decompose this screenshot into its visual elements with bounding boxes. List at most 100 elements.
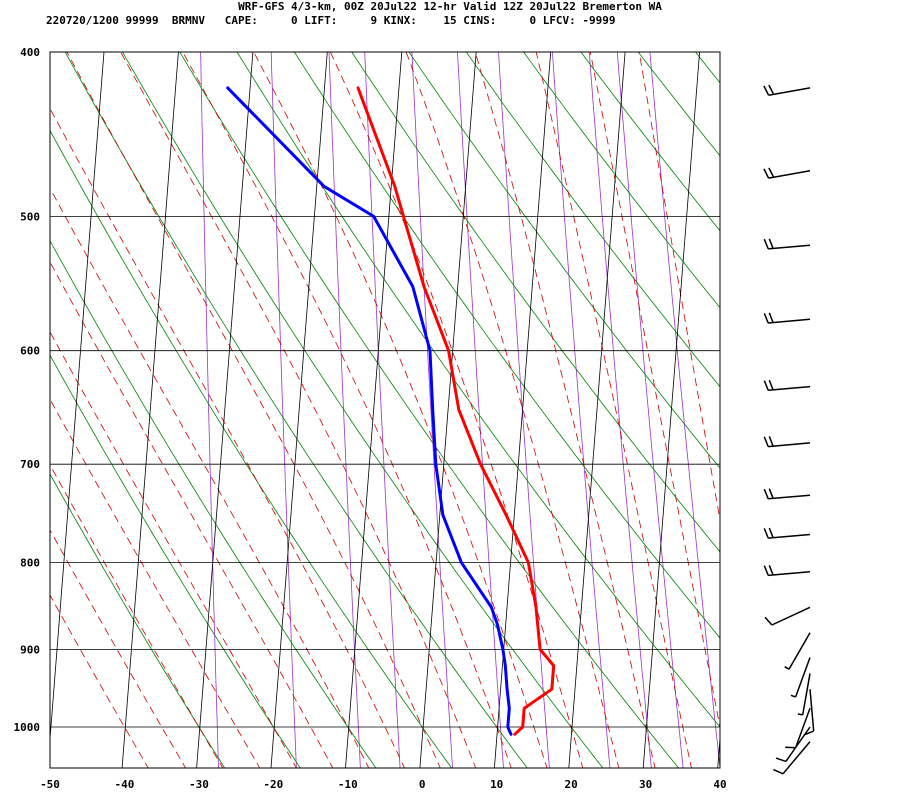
x-tick-label: 30 <box>639 778 652 791</box>
moist-adiabat <box>50 594 149 768</box>
isotherm <box>196 51 254 769</box>
mixing-ratio-line <box>411 52 453 768</box>
dry-adiabat <box>236 52 720 728</box>
dry-adiabat <box>523 52 720 309</box>
dry-adiabat <box>408 52 720 469</box>
wind-barb <box>763 379 811 392</box>
moist-adiabat <box>50 187 370 768</box>
moist-adiabat <box>253 52 548 768</box>
moist-adiabat <box>405 52 620 768</box>
wind-barb <box>763 167 811 179</box>
x-tick-label: 0 <box>419 778 426 791</box>
moist-adiabat <box>474 52 656 768</box>
temperature-profile-line <box>356 86 556 736</box>
plot-frame <box>49 51 721 769</box>
isotherm <box>419 51 477 769</box>
dry-adiabat <box>122 52 604 768</box>
wind-barb <box>790 657 811 698</box>
dry-adiabat <box>179 52 679 768</box>
moist-adiabat <box>50 261 334 768</box>
wind-barb <box>773 741 811 775</box>
moist-adiabat <box>50 107 405 768</box>
x-tick-label: -50 <box>40 778 60 791</box>
wind-barb <box>763 436 811 448</box>
x-tick-label: -20 <box>263 778 283 791</box>
x-tick-label: 40 <box>713 778 726 791</box>
wind-barbs <box>763 84 815 775</box>
wind-barb <box>775 726 811 763</box>
y-tick-label: 800 <box>20 557 40 570</box>
y-tick-label: 700 <box>20 458 40 471</box>
mixing-ratio-line <box>498 52 550 768</box>
chart-title: WRF-GFS 4/3-km, 00Z 20Jul22 12-hr Valid … <box>238 0 662 13</box>
isotherm <box>345 51 403 769</box>
y-tick-label: 600 <box>20 345 40 358</box>
isotherm <box>121 51 179 769</box>
isotherm <box>270 51 328 769</box>
dry-adiabat <box>892 14 900 770</box>
moist-adiabat <box>182 52 512 768</box>
moist-adiabat <box>50 330 297 768</box>
wind-barb <box>764 606 811 626</box>
x-tick-label: 10 <box>490 778 503 791</box>
background-lines <box>50 14 900 770</box>
isotherm <box>568 51 626 769</box>
moist-adiabat <box>329 52 584 768</box>
mixing-ratio-line <box>200 52 219 768</box>
sounding-profiles <box>226 86 556 736</box>
dry-adiabat <box>580 52 720 232</box>
mixing-ratio-line <box>588 52 652 768</box>
dry-adiabat <box>465 52 720 388</box>
isotherm <box>49 51 105 739</box>
moist-adiabat <box>50 398 261 768</box>
wind-barb <box>763 565 811 577</box>
y-tick-label: 500 <box>20 210 40 223</box>
dry-adiabat <box>694 52 720 84</box>
x-axis-ticks: -50 -40 -30 -20 -10 0 10 20 30 40 <box>40 778 727 791</box>
dry-adiabat <box>50 473 226 768</box>
dry-adiabat <box>637 52 720 157</box>
dry-adiabat <box>835 14 900 770</box>
y-tick-label: 1000 <box>14 721 41 734</box>
y-tick-label: 400 <box>20 46 40 59</box>
mixing-ratio-line <box>364 52 401 768</box>
moist-adiabat <box>120 52 477 768</box>
dry-adiabat <box>351 52 720 553</box>
mixing-ratio-line <box>616 52 684 768</box>
dry-adiabat <box>293 52 720 639</box>
moist-adiabat <box>50 529 187 768</box>
wind-barb <box>784 632 811 670</box>
mixing-ratio-line <box>456 52 504 768</box>
grid-lines <box>49 51 721 769</box>
x-tick-label: 20 <box>564 778 577 791</box>
sounding-indices: 220720/1200 99999 BRMNV CAPE: 0 LIFT: 9 … <box>46 14 616 27</box>
moist-adiabat <box>589 52 720 730</box>
moist-adiabat <box>66 52 441 768</box>
wind-barb <box>763 527 811 539</box>
mixing-ratio-line <box>551 52 611 768</box>
dewpoint-profile-line <box>226 86 513 736</box>
y-axis-ticks: 400 500 600 700 800 900 1000 <box>14 46 41 734</box>
wind-barb <box>763 488 811 500</box>
moist-adiabat <box>638 52 720 523</box>
wind-barb <box>763 312 811 324</box>
wind-barb <box>785 708 811 749</box>
wind-barb <box>797 673 811 716</box>
isotherm <box>642 51 700 769</box>
wind-barb <box>763 84 811 96</box>
x-tick-label: -40 <box>114 778 134 791</box>
moist-adiabat <box>535 52 692 768</box>
moist-adiabat <box>50 464 224 768</box>
y-tick-label: 900 <box>20 643 40 656</box>
isotherm <box>494 51 552 769</box>
mixing-ratio-line <box>270 52 297 768</box>
dry-adiabat <box>722 14 900 770</box>
x-tick-label: -30 <box>189 778 209 791</box>
dry-adiabat <box>64 52 528 768</box>
dry-adiabat <box>50 354 301 768</box>
dry-adiabat <box>50 239 377 768</box>
mixing-ratio-line <box>649 52 720 768</box>
x-tick-label: -10 <box>338 778 358 791</box>
wind-barb <box>763 238 811 250</box>
